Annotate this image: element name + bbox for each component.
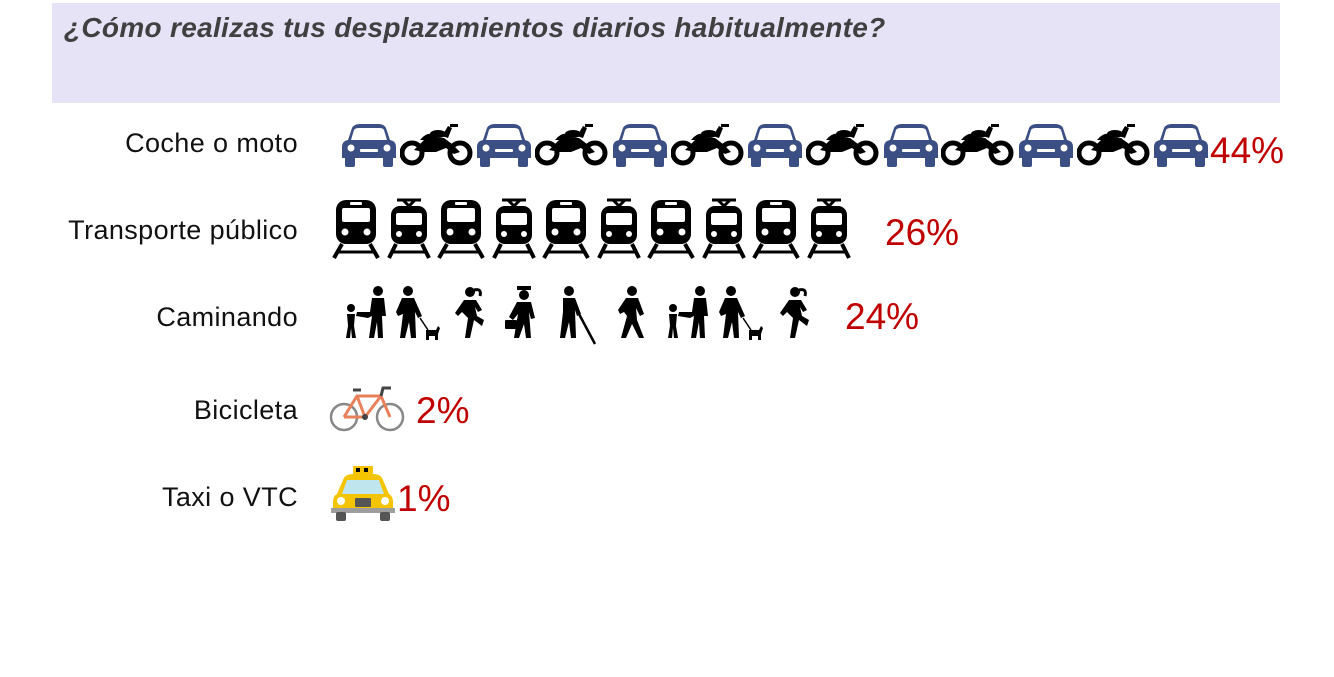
bicycle-icon [329,386,405,432]
row-caminando: Caminando 24% [0,282,1334,352]
value-label: 2% [416,390,470,431]
train-icon [542,200,590,259]
car-icon [342,124,396,167]
car-icon [1019,124,1073,167]
motorcycle-icon [535,124,608,166]
value-label: 1% [397,478,451,519]
motorcycle-icon [1076,124,1150,166]
car-icon [883,124,938,167]
train-icon [332,200,380,259]
motorcycle-icon [941,124,1014,166]
pedestrian-icon [396,286,440,340]
row-taxi-o-vtc: Taxi o VTC 1% [0,463,1334,533]
pedestrian-icon [505,286,535,338]
row-label: Caminando [156,302,298,332]
pedestrian-icon [618,286,644,338]
pedestrian-icon [780,287,809,338]
car-icon [612,124,667,167]
train-icon [647,200,695,259]
question-title: ¿Cómo realizas tus desplazamientos diari… [64,12,886,43]
tram-icon [701,198,746,259]
tram-icon [596,198,641,259]
tram-icon [806,198,851,259]
row-transporte-publico: Transporte público [0,195,1334,265]
tram-icon [491,198,536,259]
row-label: Transporte público [68,215,298,245]
pedestrian-icon [668,286,708,338]
motorcycle-icon [805,124,879,166]
motorcycle-icon [399,124,473,166]
value-label: 44% [1210,130,1285,171]
value-label: 24% [845,296,920,337]
pedestrian-icon [560,286,597,345]
tram-icon [386,198,431,259]
train-icon [752,200,800,259]
motorcycle-icon [670,124,743,166]
row-bicicleta: Bicicleta 2% [0,375,1334,445]
row-label: Taxi o VTC [161,482,298,512]
pedestrian-icon [455,287,484,338]
car-icon [477,124,532,167]
pedestrian-icon [719,286,763,340]
question-banner: ¿Cómo realizas tus desplazamientos diari… [52,3,1280,103]
car-icon [1154,124,1209,167]
taxi-icon [331,466,395,521]
row-label: Coche o moto [125,128,298,158]
value-label: 26% [885,212,960,253]
row-label: Bicicleta [193,395,298,425]
car-icon [748,124,803,167]
train-icon [437,200,485,259]
pedestrian-icon [346,286,386,338]
row-coche-o-moto: Coche o moto [0,110,1334,180]
